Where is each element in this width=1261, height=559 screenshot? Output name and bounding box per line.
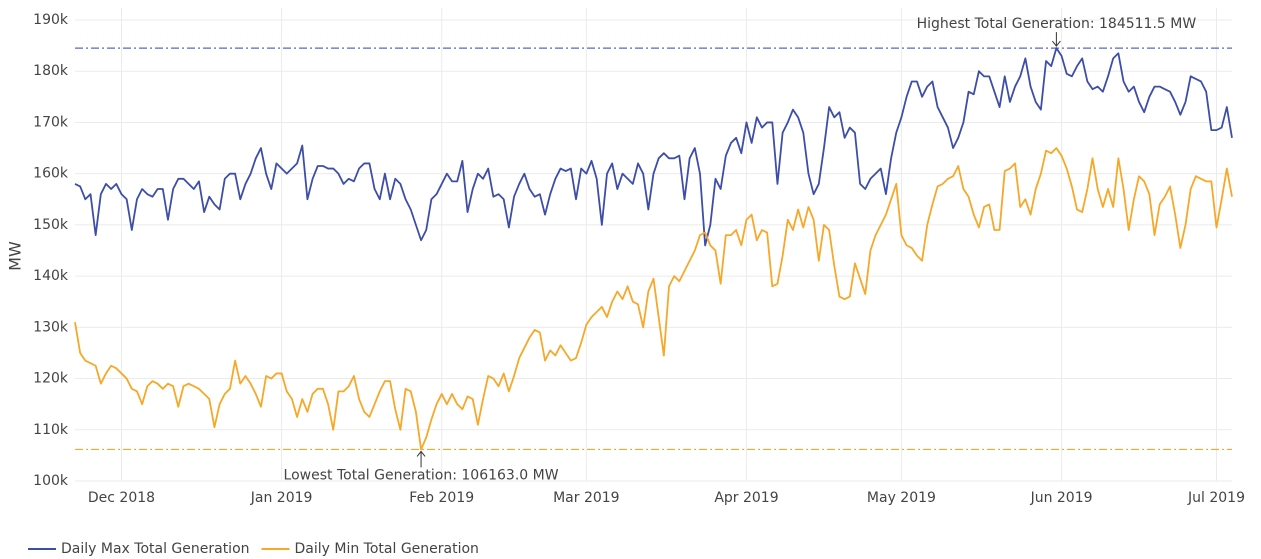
annotation-arrowhead [416,450,426,457]
x-tick-label: Mar 2019 [553,490,620,506]
annotation: Highest Total Generation: 184511.5 MW [917,16,1197,32]
y-tick-label: 180k [33,63,69,79]
x-tick-label: Apr 2019 [714,490,778,506]
y-tick-label: 110k [33,422,69,438]
x-tick-label: Feb 2019 [409,490,474,506]
annotation-arrowhead [1051,40,1061,47]
legend-label: Daily Min Total Generation [295,541,479,557]
y-tick-label: 140k [33,268,69,284]
y-axis-title: MW [6,241,25,271]
series-line [74,147,1233,451]
x-tick-label: Dec 2018 [88,490,155,506]
x-tick-label: May 2019 [867,490,936,506]
legend-label: Daily Max Total Generation [61,541,250,557]
series-line [74,47,1233,247]
x-tick-label: Jun 2019 [1030,490,1093,506]
annotation: Lowest Total Generation: 106163.0 MW [284,467,559,483]
y-tick-label: 160k [33,166,69,182]
y-tick-label: 150k [33,217,69,233]
x-tick-label: Jan 2019 [250,490,313,506]
y-tick-label: 190k [33,12,69,28]
y-tick-label: 100k [33,473,69,489]
x-tick-label: Jul 2019 [1187,490,1245,506]
y-tick-label: 120k [33,371,69,387]
y-tick-label: 170k [33,114,69,130]
y-tick-label: 130k [33,319,69,335]
